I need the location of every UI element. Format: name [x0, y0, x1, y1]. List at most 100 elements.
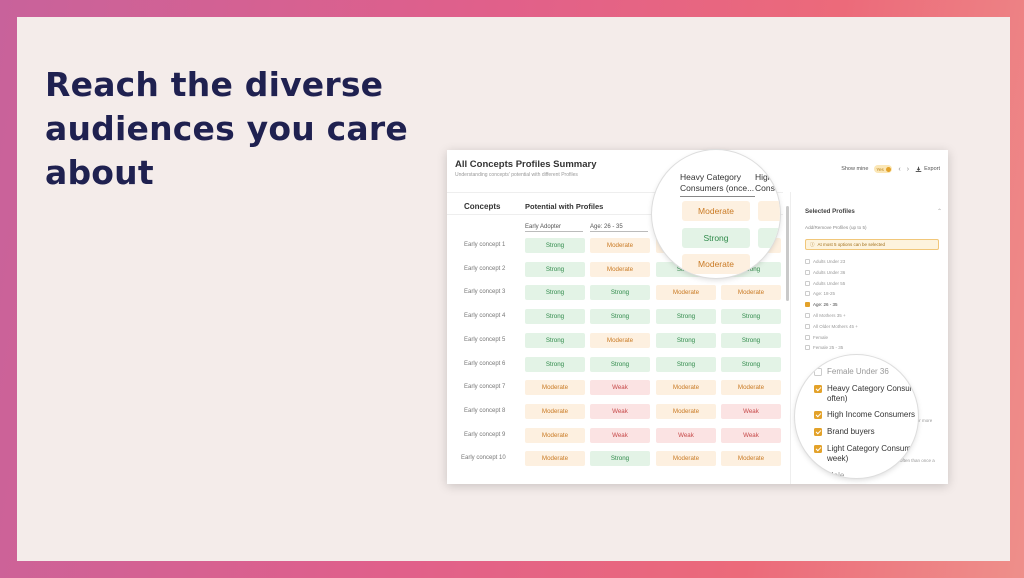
profile-option-label: Female: [813, 334, 829, 340]
card-toolbar: Show mine Yes ‹ › Export: [841, 165, 940, 173]
chevron-right-icon[interactable]: ›: [906, 165, 910, 173]
profile-option[interactable]: Adults Under 23: [805, 259, 845, 264]
checkbox[interactable]: [805, 313, 810, 318]
profile-option-label: Age: 18-25: [813, 291, 836, 297]
profile-option[interactable]: Female 25 - 35: [805, 345, 843, 351]
profile-option[interactable]: Adults Under 55: [805, 280, 846, 286]
checkbox[interactable]: [805, 334, 810, 340]
potential-cell: Strong: [721, 332, 781, 348]
potential-cell: Strong: [525, 261, 585, 277]
potential-cell: Moderate: [721, 380, 781, 396]
potential-cell: Strong: [590, 309, 650, 325]
magnified-profile-label: Male: [827, 471, 845, 478]
checkbox[interactable]: [805, 302, 810, 308]
checkbox[interactable]: [805, 345, 810, 351]
potential-cell: Moderate: [656, 451, 716, 467]
checkbox[interactable]: [805, 291, 810, 297]
potential-cell: Weak: [590, 403, 650, 419]
potential-cell: Moderate: [656, 380, 716, 396]
checkbox[interactable]: [814, 385, 822, 393]
checkbox[interactable]: [805, 269, 810, 275]
checkbox[interactable]: [814, 368, 822, 376]
potential-cell: Strong: [525, 309, 585, 325]
checkbox[interactable]: [814, 411, 822, 419]
profile-label-fragment: week or more: [905, 418, 933, 423]
magnified-profile-option[interactable]: High Income Consumers: [814, 410, 915, 420]
potential-cell: Moderate: [721, 285, 781, 301]
checkbox[interactable]: [805, 280, 810, 286]
row-label: Early concept 8: [464, 407, 506, 414]
profile-option-label: All Mothers 35 +: [813, 313, 846, 318]
profile-option-label: Adults Under 36: [813, 269, 846, 275]
row-label: Early concept 6: [464, 360, 506, 367]
profile-option[interactable]: Age: 26 - 35: [805, 302, 838, 308]
potential-cell: Weak: [590, 380, 650, 396]
checkbox[interactable]: [805, 323, 810, 329]
magnified-profile-option[interactable]: Light Category Consume week): [814, 444, 916, 464]
profile-option[interactable]: All Mothers 35 +: [805, 313, 846, 318]
row-label: Early concept 3: [464, 289, 506, 296]
magnified-profile-option[interactable]: Brand buyers: [814, 427, 875, 437]
potential-cell: Strong: [525, 285, 585, 301]
magnified-profile-option[interactable]: Male: [814, 471, 844, 478]
potential-cell: Moderate: [590, 332, 650, 348]
export-label: Export: [924, 166, 940, 172]
checkbox[interactable]: [814, 445, 822, 453]
potential-cell: Moderate: [590, 261, 650, 277]
potential-cell: Moderate: [656, 403, 716, 419]
warning-text: At most 5 options can be selected: [817, 242, 886, 247]
checkbox[interactable]: [814, 472, 822, 478]
magnified-profile-option[interactable]: Female Under 36: [814, 367, 889, 377]
magnified-profile-option[interactable]: Heavy Category Consum often): [814, 384, 916, 404]
checkbox[interactable]: [814, 428, 822, 436]
chevron-up-icon[interactable]: ⌃: [936, 209, 942, 215]
card-title: All Concepts Profiles Summary: [455, 159, 597, 170]
selected-profiles-title: Selected Profiles: [805, 208, 855, 215]
profile-option-label: Adults Under 23: [813, 259, 846, 264]
profile-option[interactable]: Age: 18-25: [805, 291, 836, 297]
potential-cell: Strong: [721, 356, 781, 372]
show-mine-label: Show mine: [841, 166, 869, 172]
export-button[interactable]: Export: [915, 166, 940, 173]
magnified-profile-label: Female Under 36: [827, 367, 889, 376]
row-label: Early concept 5: [464, 336, 506, 343]
potential-cell: Strong: [525, 238, 585, 253]
magnified-profile-label: Heavy Category Consum often): [827, 384, 917, 403]
profile-option[interactable]: Female: [805, 334, 829, 340]
selection-limit-warning: ⓘ At most 5 options can be selected: [805, 239, 939, 250]
potential-cell: Moderate: [656, 285, 716, 301]
row-label: Early concept 9: [464, 431, 506, 438]
toggle-knob: [885, 166, 891, 172]
magnified-column-header-next: High Consu: [755, 172, 780, 193]
panel-divider: [790, 192, 791, 484]
show-mine-toggle[interactable]: Yes: [874, 165, 893, 173]
potential-cell: Strong: [721, 309, 781, 325]
magnified-profile-label: High Income Consumers: [827, 410, 916, 419]
profile-option-label: Adults Under 55: [813, 280, 846, 286]
profile-option-label: All Older Mothers 45 +: [813, 323, 858, 329]
potential-cell: Weak: [656, 427, 716, 443]
selected-profiles-panel: Selected Profiles ⌃ Add/Remove Profiles …: [797, 192, 948, 484]
profile-option[interactable]: All Older Mothers 45 +: [805, 323, 858, 329]
potential-cell: Moderate: [525, 403, 585, 419]
table-scrollbar[interactable]: [786, 206, 789, 301]
row-label: Early concept 4: [464, 313, 506, 320]
magnified-cell-partial: [758, 201, 780, 221]
potential-cell: Moderate: [525, 427, 585, 443]
row-label: Early concept 2: [464, 265, 506, 272]
potential-cell: Moderate: [525, 451, 585, 467]
toggle-text: Yes: [876, 166, 884, 172]
magnifier-table-header: Heavy Category Consumers (once... High C…: [652, 150, 780, 278]
potential-cell: Strong: [525, 356, 585, 372]
chevron-left-icon[interactable]: ‹: [898, 165, 901, 173]
checkbox[interactable]: [805, 259, 810, 264]
profile-option[interactable]: Adults Under 36: [805, 269, 846, 275]
magnified-column-header: Heavy Category Consumers (once...: [680, 172, 755, 197]
magnified-profile-label: Light Category Consume week): [827, 444, 916, 463]
potential-cell: Moderate: [590, 238, 650, 253]
header-divider: [447, 214, 783, 215]
headline: Reach the diverse audiences you care abo…: [45, 65, 408, 192]
magnified-cell: Moderate: [682, 201, 750, 221]
warning-icon: ⓘ: [810, 241, 815, 247]
magnified-cell: Moderate: [682, 254, 750, 274]
